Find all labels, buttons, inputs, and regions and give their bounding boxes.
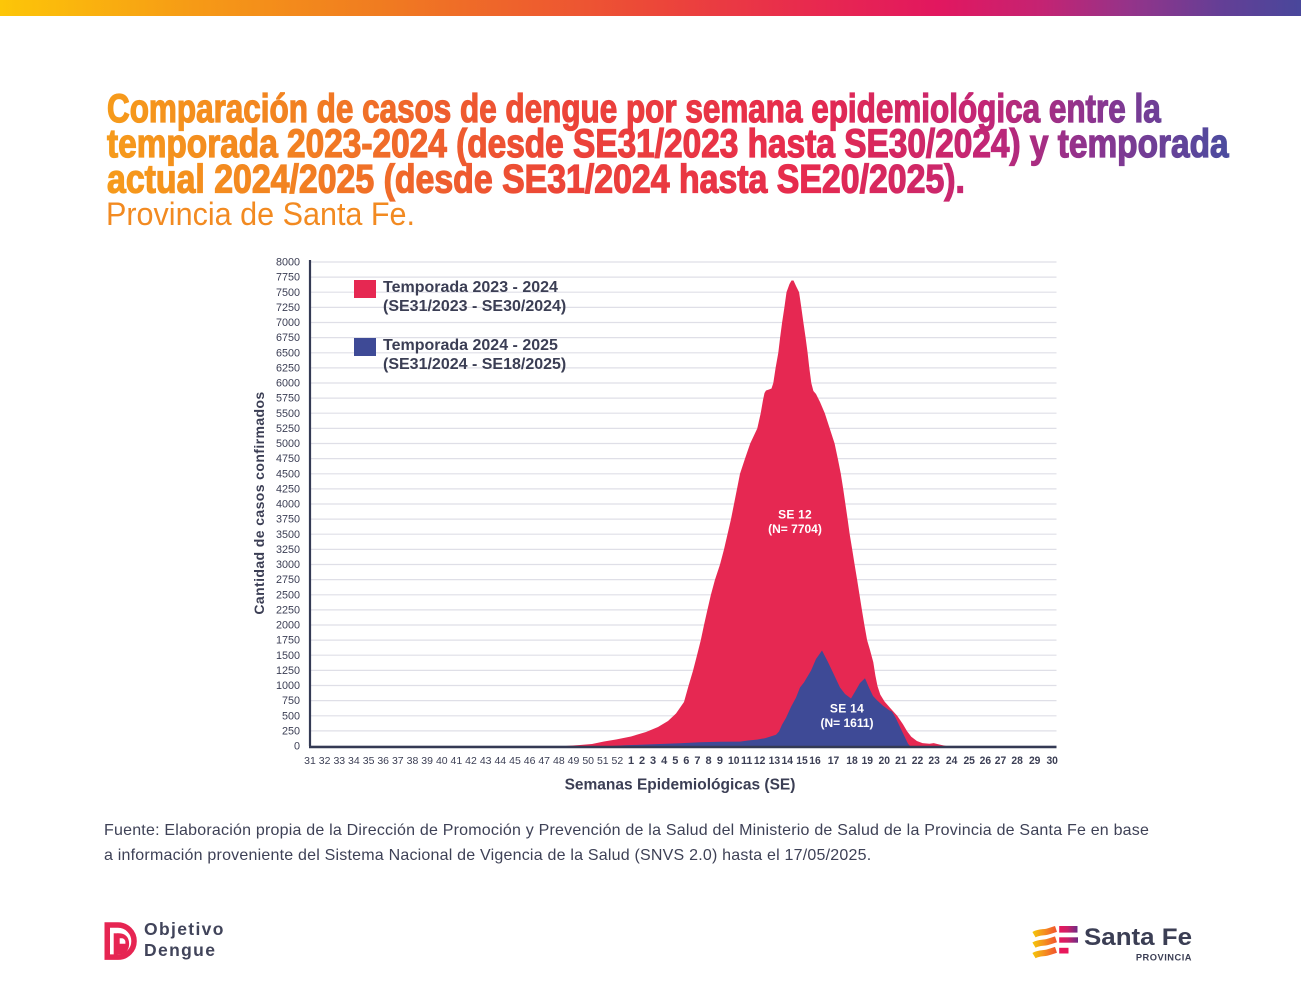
svg-text:Santa Fe: Santa Fe [1084,924,1192,951]
svg-text:41: 41 [451,755,463,767]
svg-text:49: 49 [568,755,580,767]
svg-text:SE 14: SE 14 [830,702,864,716]
svg-text:9: 9 [717,755,723,767]
svg-text:44: 44 [494,755,506,767]
svg-text:11: 11 [741,755,753,767]
svg-text:50: 50 [582,755,594,767]
svg-text:4750: 4750 [276,453,300,465]
svg-text:23: 23 [928,755,940,767]
svg-text:temporada 2023-2024 (desde SE3: temporada 2023-2024 (desde SE31/2023 has… [107,121,1229,165]
svg-text:Semanas Epidemiológicas (SE): Semanas Epidemiológicas (SE) [565,777,796,794]
svg-text:27: 27 [995,755,1007,767]
svg-text:750: 750 [282,695,300,707]
svg-text:PROVINCIA: PROVINCIA [1136,952,1192,962]
svg-text:38: 38 [407,755,419,767]
svg-text:10: 10 [728,755,740,767]
svg-text:21: 21 [895,755,907,767]
svg-text:6250: 6250 [276,363,300,375]
svg-text:1500: 1500 [276,650,300,662]
svg-text:7000: 7000 [276,317,300,329]
svg-text:13: 13 [769,755,781,767]
svg-text:43: 43 [480,755,492,767]
svg-text:4000: 4000 [276,499,300,511]
svg-text:2000: 2000 [276,620,300,632]
svg-text:39: 39 [421,755,433,767]
svg-text:51: 51 [597,755,609,767]
svg-text:5000: 5000 [276,438,300,450]
svg-text:24: 24 [946,755,958,767]
svg-text:6000: 6000 [276,378,300,390]
svg-text:500: 500 [282,710,300,722]
svg-text:2250: 2250 [276,605,300,617]
svg-text:7500: 7500 [276,287,300,299]
svg-text:7: 7 [694,755,700,767]
svg-text:15: 15 [796,755,808,767]
svg-text:34: 34 [348,755,360,767]
svg-text:6750: 6750 [276,332,300,344]
svg-text:28: 28 [1011,755,1023,767]
svg-text:3000: 3000 [276,559,300,571]
svg-text:3750: 3750 [276,514,300,526]
svg-text:40: 40 [436,755,448,767]
svg-text:33: 33 [333,755,345,767]
svg-text:4: 4 [661,755,668,767]
svg-text:3: 3 [650,755,656,767]
svg-text:1000: 1000 [276,680,300,692]
svg-text:2750: 2750 [276,574,300,586]
svg-text:actual 2024/2025 (desde SE31/2: actual 2024/2025 (desde SE31/2024 hasta … [107,156,965,201]
svg-text:8000: 8000 [276,257,300,269]
svg-text:4500: 4500 [276,468,300,480]
svg-text:14: 14 [782,755,794,767]
svg-text:1750: 1750 [276,635,300,647]
svg-text:18: 18 [846,755,858,767]
svg-text:Cantidad de casos confirmados: Cantidad de casos confirmados [251,391,267,614]
svg-text:22: 22 [912,755,924,767]
svg-text:8: 8 [705,755,711,767]
svg-text:7250: 7250 [276,302,300,314]
svg-text:1250: 1250 [276,665,300,677]
svg-text:37: 37 [392,755,404,767]
svg-text:19: 19 [862,755,874,767]
svg-text:Comparación de casos de dengue: Comparación de casos de dengue por seman… [107,85,1162,131]
svg-text:47: 47 [538,755,550,767]
svg-text:2500: 2500 [276,589,300,601]
svg-text:46: 46 [524,755,536,767]
svg-text:SE 12: SE 12 [778,508,812,522]
svg-text:45: 45 [509,755,521,767]
svg-text:16: 16 [809,755,821,767]
svg-text:3250: 3250 [276,544,300,556]
svg-text:2: 2 [639,755,645,767]
svg-text:5250: 5250 [276,423,300,435]
svg-text:30: 30 [1046,755,1058,767]
svg-text:(N= 1611): (N= 1611) [820,716,873,730]
svg-text:25: 25 [963,755,975,767]
svg-text:48: 48 [553,755,565,767]
svg-text:5500: 5500 [276,408,300,420]
svg-text:20: 20 [879,755,891,767]
svg-text:42: 42 [465,755,477,767]
svg-text:0: 0 [294,741,300,753]
svg-text:250: 250 [282,726,300,738]
svg-text:6500: 6500 [276,347,300,359]
svg-text:6: 6 [683,755,689,767]
svg-text:36: 36 [377,755,389,767]
svg-text:5750: 5750 [276,393,300,405]
svg-text:1: 1 [628,755,634,767]
svg-text:(N= 7704): (N= 7704) [768,522,822,536]
svg-text:12: 12 [754,755,766,767]
svg-text:17: 17 [828,755,840,767]
svg-text:3500: 3500 [276,529,300,541]
svg-text:7750: 7750 [276,272,300,284]
svg-text:35: 35 [363,755,375,767]
svg-text:26: 26 [980,755,992,767]
svg-text:29: 29 [1029,755,1041,767]
svg-text:5: 5 [672,755,678,767]
svg-text:4250: 4250 [276,484,300,496]
svg-text:32: 32 [319,755,331,767]
svg-text:31: 31 [304,755,316,767]
svg-text:52: 52 [612,755,624,767]
